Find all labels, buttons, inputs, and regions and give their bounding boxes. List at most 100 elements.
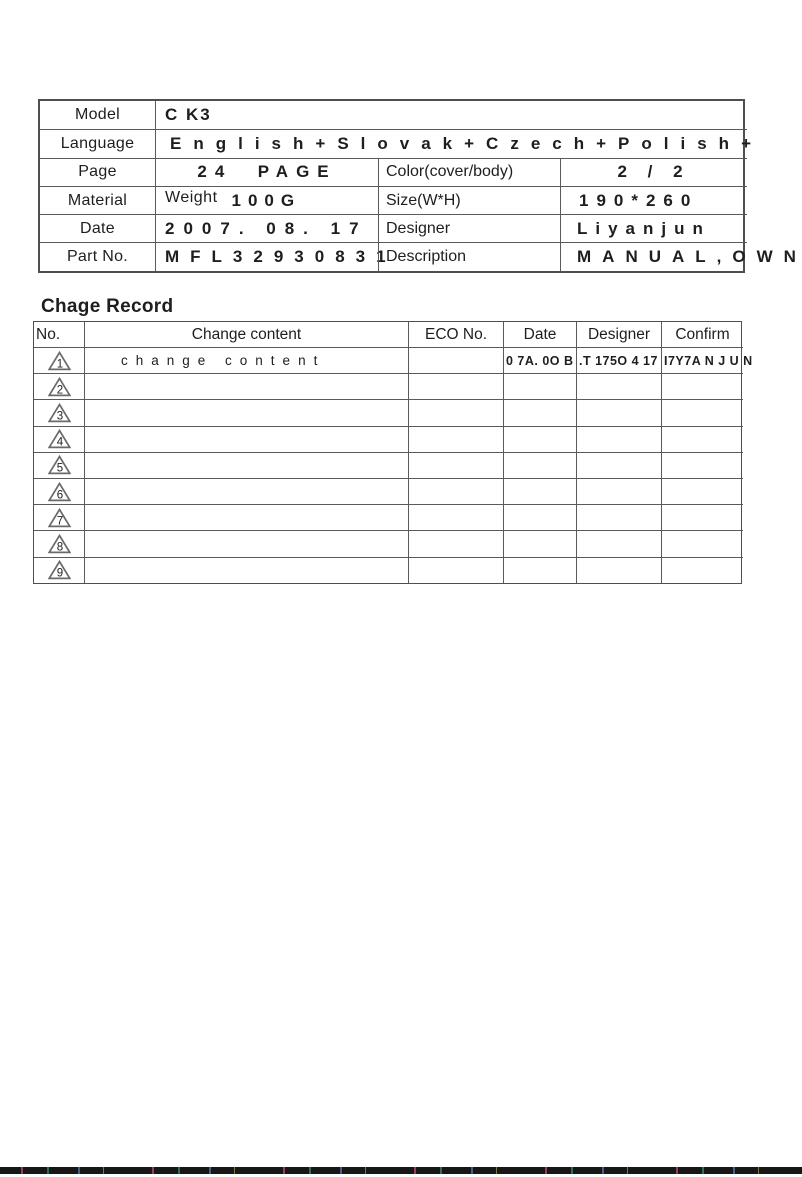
change-content-cell [84,399,408,426]
material-value: Weight 100G [155,185,378,215]
date-cell [503,477,576,505]
table-row-marker: 9 [34,556,84,583]
date-cell: 0 7A. 0O B [503,347,576,374]
confirm-cell [661,425,743,452]
change-content-cell [84,477,408,505]
eco-cell [408,373,503,400]
date-label: Date [40,214,155,242]
size-label: Size(W*H) [378,185,560,215]
eco-cell [408,451,503,478]
designer-cell [576,451,661,478]
confirm-cell [661,451,743,478]
table-row-marker: 8 [34,530,84,556]
partno-value: MFL32930831 [155,242,386,271]
page-label: Page [40,157,155,186]
change-content-cell [84,373,408,400]
svg-text:7: 7 [56,515,62,527]
designer-cell [576,556,661,583]
designer-cell [576,425,661,452]
svg-text:4: 4 [56,437,63,449]
color-value: 2 / 2 [560,157,747,186]
confirm-cell [661,504,743,531]
date-cell [503,556,576,583]
table-row-marker: 6 [34,477,84,504]
revision-triangle-icon: 4 [47,429,71,449]
color-label: Color(cover/body) [378,157,560,186]
bottom-scan-artifact-bar [0,1167,802,1174]
eco-cell [408,556,503,583]
spec-table: Model C K3 Language English+Slovak+Czech… [38,99,796,273]
confirm-cell [661,399,743,426]
revision-triangle-icon: 2 [47,376,71,396]
revision-triangle-icon: 7 [47,507,71,527]
eco-cell [408,504,503,531]
svg-text:1: 1 [56,358,62,370]
change-record-title: Chage Record [41,296,174,317]
date-cell [503,530,576,557]
svg-text:5: 5 [56,463,62,475]
table-row-marker: 1 [34,347,84,373]
language-value: English+Slovak+Czech+Polish+ [155,129,751,158]
date-cell [503,425,576,452]
change-content-cell [84,425,408,452]
language-label: Language [40,129,155,157]
material-label: Material [40,185,155,214]
eco-cell [408,399,503,426]
description-label: Description [378,242,560,271]
date-cell [503,373,576,400]
model-value: C K3 [155,101,747,130]
revision-triangle-icon: 1 [47,350,71,370]
revision-triangle-icon: 6 [47,481,71,501]
designer-cell [576,399,661,426]
material-weight-word: Weight [165,188,218,206]
confirm-cell: I7Y7A N J U N [661,347,752,374]
change-content-cell [84,530,408,557]
revision-triangle-icon: 3 [47,402,71,422]
confirm-cell [661,556,743,583]
svg-text:2: 2 [56,384,62,396]
change-content-cell [84,504,408,531]
eco-cell [408,477,503,505]
col-header-date: Date [503,322,576,347]
confirm-cell [661,477,743,505]
col-header-eco: ECO No. [408,322,503,347]
col-header-designer: Designer [576,322,661,347]
model-label: Model [74,106,121,124]
designer-cell [576,477,661,505]
table-row-marker: 7 [34,504,84,530]
designer-cell: .T 175O 4 17 [576,347,661,374]
change-content-cell [84,556,408,583]
date-cell [503,399,576,426]
size-value: 190*260 [560,185,747,215]
date-cell [503,504,576,531]
col-header-no: No. [36,325,61,343]
change-record-table: No. Change content ECO No. Date Designer… [33,321,752,584]
designer-cell [576,373,661,400]
change-content-cell: change content [84,347,408,374]
svg-text:6: 6 [56,489,62,501]
date-value: 2007. 08. 17 [155,214,378,243]
material-weight-value: 100G [231,190,302,210]
description-value: MANUAL,OWN [560,242,796,271]
designer-label: Designer [378,214,560,243]
designer-cell [576,504,661,531]
page-value: 24 PAGE [155,157,378,186]
table-row-marker: 3 [34,399,84,425]
revision-triangle-icon: 8 [47,533,71,553]
col-header-content: Change content [84,322,408,347]
designer-cell [576,530,661,557]
revision-triangle-icon: 5 [47,455,71,475]
eco-cell [408,530,503,557]
svg-text:9: 9 [56,568,62,580]
change-content-cell [84,451,408,478]
confirm-cell [661,530,743,557]
partno-label: Part No. [40,242,155,270]
table-row-marker: 2 [34,373,84,399]
table-row-marker: 5 [34,451,84,478]
date-cell [503,451,576,478]
designer-value: Liyanjun [560,214,747,243]
revision-triangle-icon: 9 [47,560,71,580]
confirm-cell [661,373,743,400]
eco-cell [408,425,503,452]
svg-text:8: 8 [56,541,62,553]
